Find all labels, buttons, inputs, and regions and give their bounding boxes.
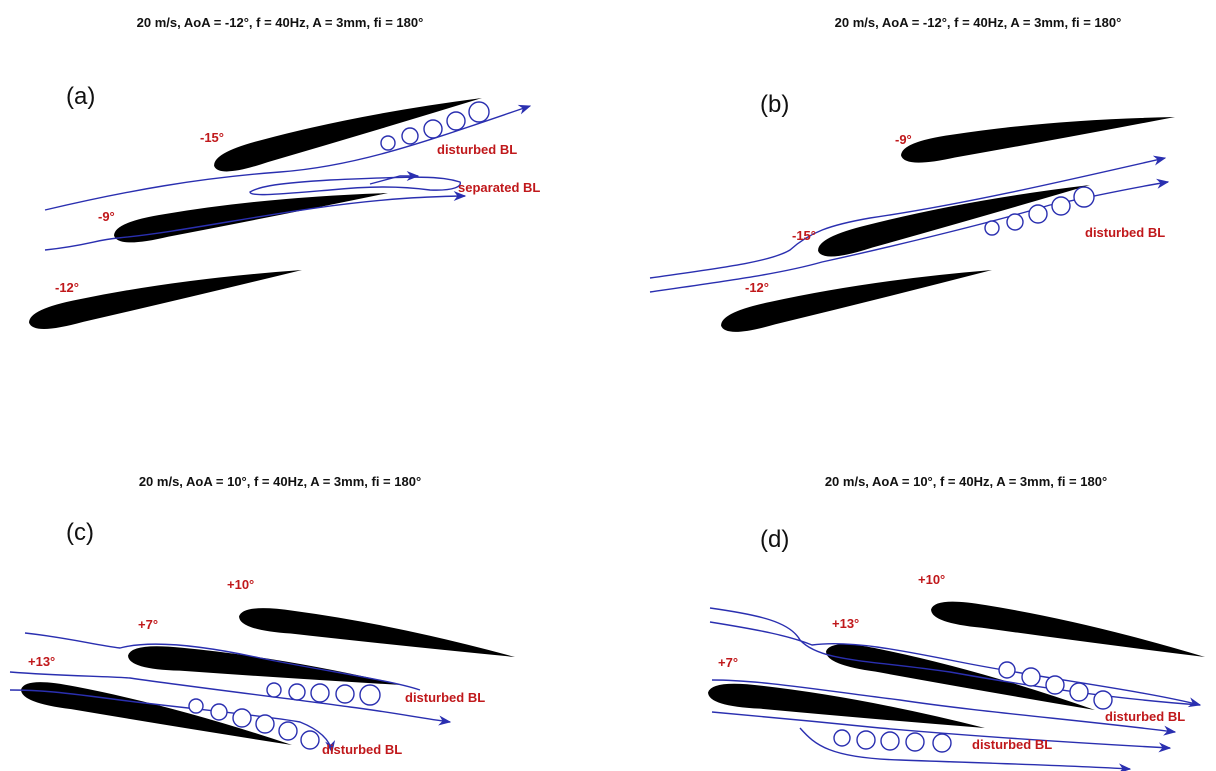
angle-label: +7°: [138, 617, 158, 632]
annotation: disturbed BL: [1085, 225, 1165, 240]
angle-label: -9°: [98, 209, 115, 224]
diagram: 20 m/s, AoA = -12°, f = 40Hz, A = 3mm, f…: [0, 0, 1216, 771]
annotation: separated BL: [458, 180, 540, 195]
angle-label: -15°: [792, 228, 816, 243]
airfoil: [931, 602, 1205, 657]
angle-label: -15°: [200, 130, 224, 145]
panel-label: (a): [66, 83, 95, 110]
panel-label: (b): [760, 91, 789, 118]
airfoils: [21, 98, 1205, 745]
airfoil: [21, 682, 292, 745]
angle-label: +13°: [832, 616, 859, 631]
panel-label: (d): [760, 526, 789, 553]
angle-label: -12°: [55, 280, 79, 295]
panel-title: 20 m/s, AoA = -12°, f = 40Hz, A = 3mm, f…: [137, 15, 424, 30]
panel-title: 20 m/s, AoA = 10°, f = 40Hz, A = 3mm, fi…: [139, 474, 421, 489]
panel-title: 20 m/s, AoA = 10°, f = 40Hz, A = 3mm, fi…: [825, 474, 1107, 489]
annotation: disturbed BL: [1105, 709, 1185, 724]
airfoil: [128, 646, 402, 685]
angle-label: +7°: [718, 655, 738, 670]
airfoil: [29, 270, 302, 329]
annotation: disturbed BL: [322, 742, 402, 757]
airfoil: [239, 608, 515, 657]
angle-label: +13°: [28, 654, 55, 669]
airfoil: [901, 117, 1175, 163]
panel-title: 20 m/s, AoA = -12°, f = 40Hz, A = 3mm, f…: [835, 15, 1122, 30]
angle-label: +10°: [227, 577, 254, 592]
annotation: disturbed BL: [972, 737, 1052, 752]
annotation: disturbed BL: [437, 142, 517, 157]
angle-label: -12°: [745, 280, 769, 295]
airfoil: [214, 98, 482, 171]
panel-label: (c): [66, 519, 94, 546]
angle-label: -9°: [895, 132, 912, 147]
annotation: disturbed BL: [405, 690, 485, 705]
angle-label: +10°: [918, 572, 945, 587]
